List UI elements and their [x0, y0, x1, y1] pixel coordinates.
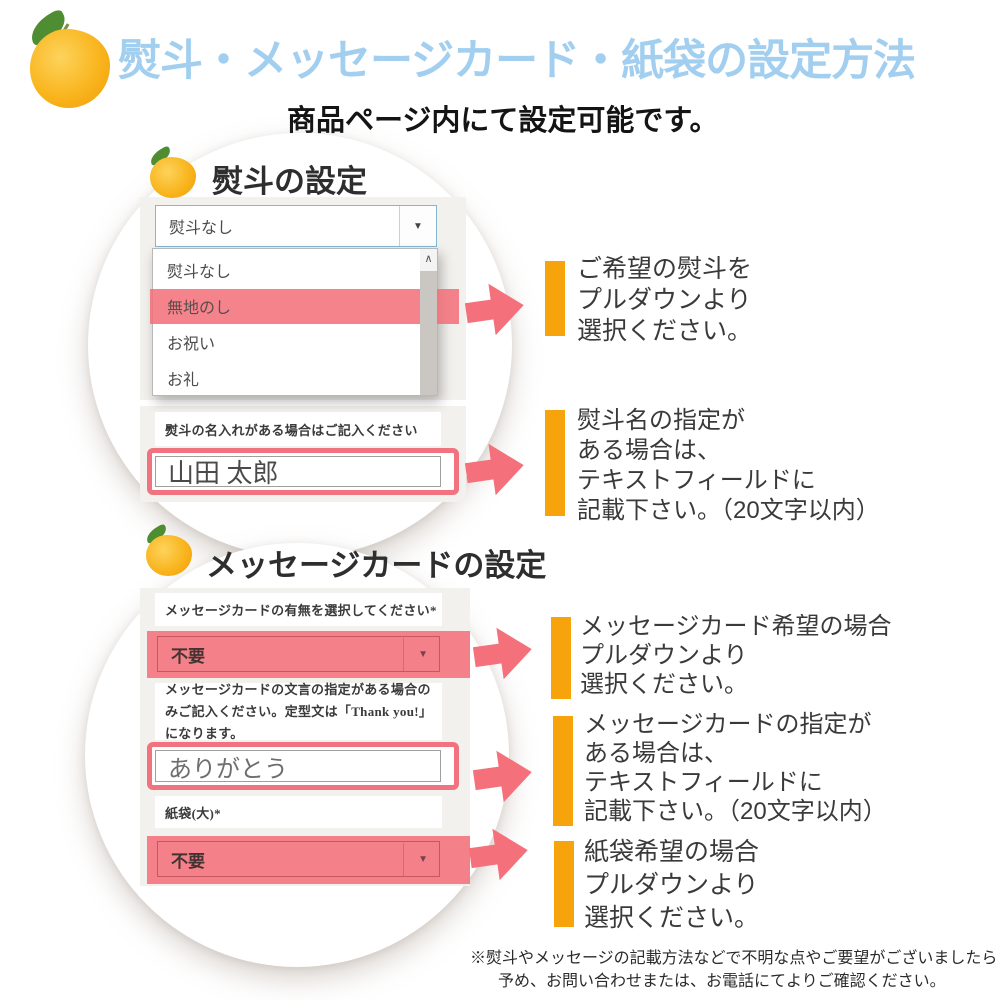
noshi-callout-name: 熨斗名の指定が ある場合は、 テキストフィールドに 記載下さい。（20文字以内）: [577, 407, 880, 524]
select-divider: [403, 638, 404, 671]
message-text-input-highlight: [147, 742, 459, 790]
dropdown-arrow-icon[interactable]: ▼: [418, 649, 428, 660]
bag-select[interactable]: 不要 ▼: [147, 836, 470, 884]
noshi-select[interactable]: 熨斗なし ▼: [155, 205, 437, 247]
message-text-label-bar: メッセージカードの文言の指定がある場合のみご記入ください。定型文は「Thank …: [155, 682, 442, 741]
page-title: 熨斗・メッセージカード・紙袋の設定方法: [118, 37, 916, 85]
arrow-right-icon: [471, 623, 538, 683]
page-subtitle: 商品ページ内にて設定可能です。: [287, 105, 719, 137]
bag-callout: 紙袋希望の場合 プルダウンより 選択ください。: [584, 838, 760, 932]
arrow-right-icon: [471, 746, 538, 806]
scrollbar[interactable]: ∧: [420, 249, 437, 395]
noshi-section-orange-icon: [147, 145, 198, 198]
orange-fruit-icon: [150, 156, 196, 198]
arrow-right-icon: [467, 824, 534, 884]
orange-fruit-icon: [29, 28, 111, 108]
message-text-label: メッセージカードの文言の指定がある場合のみご記入ください。定型文は「Thank …: [165, 681, 431, 741]
noshi-name-input[interactable]: [155, 456, 441, 487]
presence-label-bar: メッセージカードの有無を選択してください*: [155, 593, 442, 626]
accent-bar: [554, 841, 574, 927]
accent-bar: [545, 410, 565, 516]
dropdown-arrow-icon[interactable]: ▼: [399, 206, 436, 246]
scroll-up-icon[interactable]: ∧: [420, 249, 437, 271]
noshi-name-label: 熨斗の名入れがある場合はご記入ください: [165, 422, 418, 438]
select-divider: [403, 843, 404, 876]
select-outline: [157, 841, 440, 877]
message-callout-text: メッセージカードの指定が ある場合は、 テキストフィールドに 記載下さい。（20…: [584, 711, 887, 825]
footer-note-line2: 予め、お問い合わせまたは、お電話にてよりご確認ください。: [498, 973, 946, 990]
footer-note-line1: ※熨斗やメッセージの記載方法などで不明な点やご要望がございましたら: [470, 950, 998, 967]
bag-label: 紙袋(大)*: [165, 805, 221, 821]
option-muji-noshi[interactable]: 無地のし: [167, 300, 232, 317]
option-orei[interactable]: お礼: [167, 372, 200, 389]
noshi-select-value: 熨斗なし: [169, 220, 234, 237]
bag-select-value: 不要: [171, 852, 205, 871]
option-noshi-nashi[interactable]: 熨斗なし: [167, 264, 232, 281]
message-text-input[interactable]: [155, 750, 441, 782]
message-section-orange-icon: [143, 523, 194, 576]
accent-bar: [545, 261, 565, 336]
presence-label: メッセージカードの有無を選択してください*: [165, 603, 437, 618]
message-heading: メッセージカードの設定: [206, 548, 547, 583]
accent-bar: [551, 617, 571, 699]
presence-select-value: 不要: [171, 647, 205, 666]
option-highlight-band: [150, 289, 459, 324]
noshi-callout-select: ご希望の熨斗を プルダウンより 選択ください。: [577, 255, 753, 345]
noshi-name-input-highlight: [147, 448, 459, 495]
header-orange-icon: [24, 7, 114, 108]
noshi-options-list: 熨斗なし 無地のし お祝い お礼 ∧: [150, 248, 459, 396]
noshi-name-label-bar: 熨斗の名入れがある場合はご記入ください: [155, 412, 441, 446]
message-callout-select: メッセージカード希望の場合 プルダウンより 選択ください。: [580, 613, 892, 698]
presence-select[interactable]: 不要 ▼: [147, 631, 470, 678]
bag-label-bar: 紙袋(大)*: [155, 796, 442, 828]
dropdown-arrow-icon[interactable]: ▼: [418, 854, 428, 865]
noshi-heading: 熨斗の設定: [212, 164, 367, 199]
select-outline: [157, 636, 440, 672]
arrow-right-icon: [463, 279, 530, 339]
arrow-right-icon: [463, 439, 530, 499]
accent-bar: [553, 716, 573, 826]
option-oiwai[interactable]: お祝い: [167, 336, 216, 353]
orange-fruit-icon: [146, 534, 192, 576]
